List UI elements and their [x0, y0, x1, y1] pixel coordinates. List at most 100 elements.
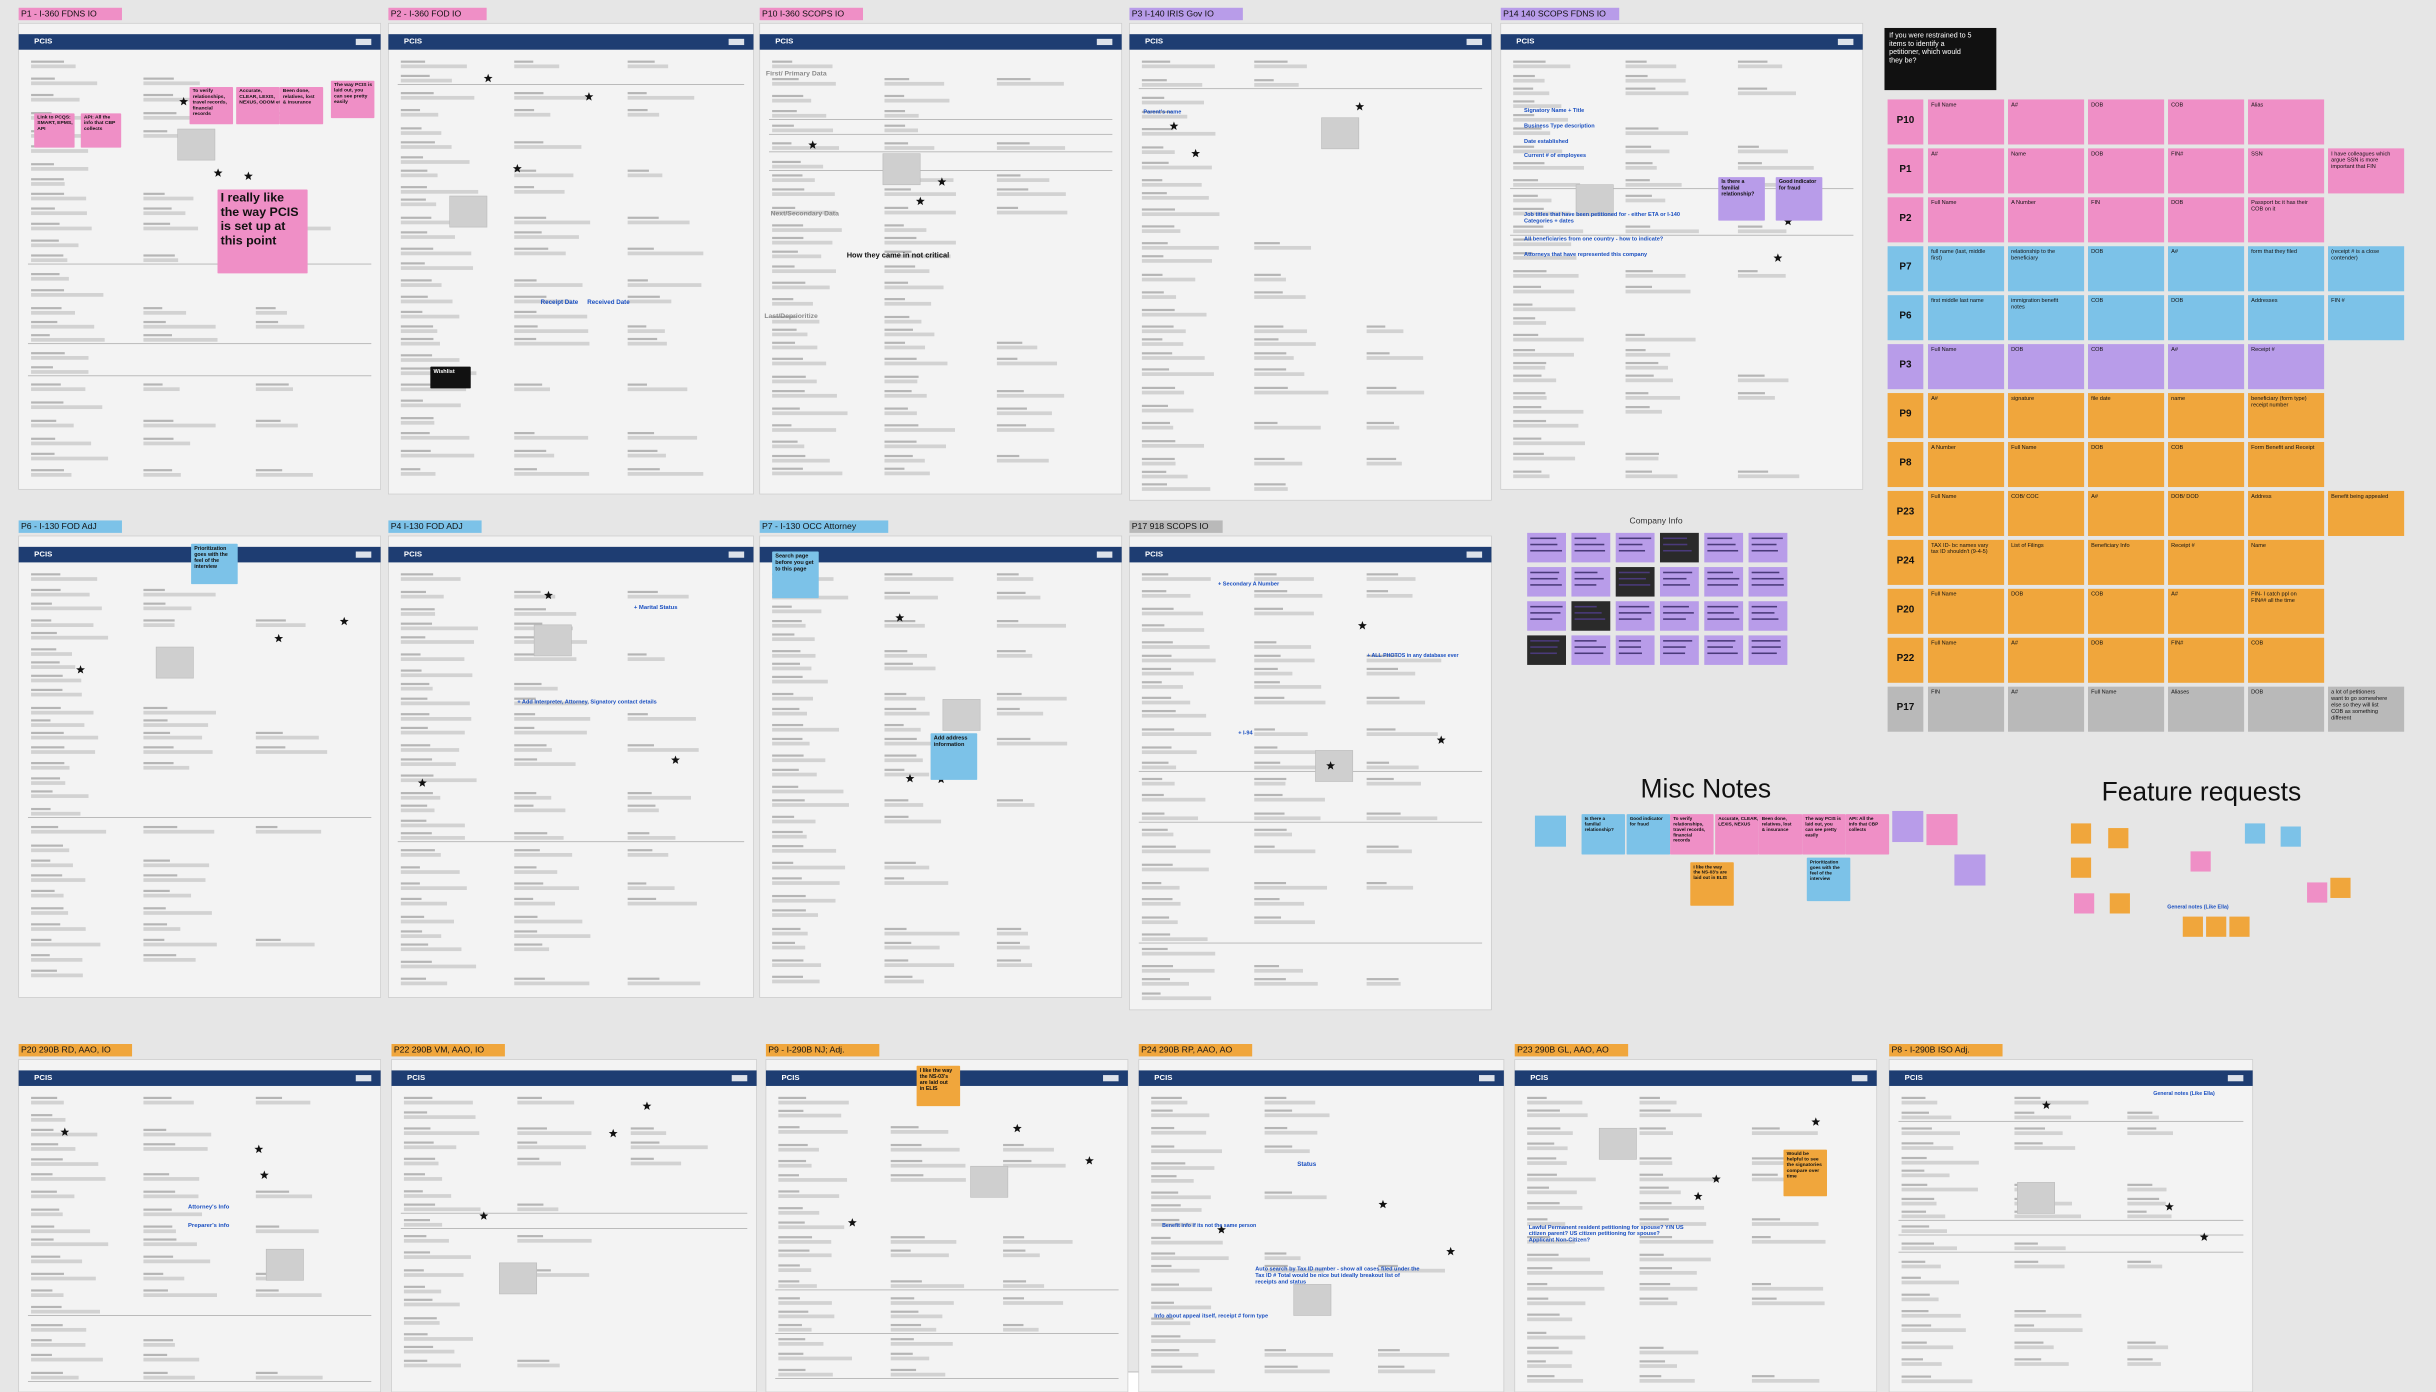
sticky-note	[2088, 686, 2165, 732]
field-value	[772, 945, 806, 950]
section-title: Feature requests	[2102, 777, 2302, 807]
cell-text: COB	[2171, 445, 2183, 451]
field-value	[627, 112, 660, 117]
frame-label-bg	[1129, 520, 1223, 533]
sticky-scribble	[1574, 618, 1606, 620]
field-label	[400, 943, 429, 946]
login-button[interactable]	[1096, 551, 1113, 558]
field-label	[255, 469, 283, 472]
field-label	[1141, 828, 1168, 831]
field-value	[1254, 816, 1321, 821]
participant-label: P10	[1897, 115, 1915, 126]
login-button[interactable]	[2227, 1075, 2244, 1082]
field-value	[884, 458, 925, 463]
field-value	[1254, 277, 1286, 282]
login-button[interactable]	[1096, 38, 1113, 46]
field-value	[778, 1194, 840, 1198]
field-label	[627, 897, 657, 901]
field-value	[255, 472, 313, 477]
field-value	[1366, 885, 1414, 890]
field-label	[31, 602, 52, 605]
field-value	[1527, 1161, 1567, 1165]
field-value	[627, 387, 688, 392]
field-value	[884, 865, 930, 870]
sticky-note	[2007, 197, 2085, 243]
field-value	[1254, 329, 1308, 334]
sticky-note	[1718, 177, 1765, 221]
field-label	[627, 713, 648, 716]
cell-text: form that they filed	[2251, 249, 2297, 255]
sticky-scribble	[1707, 543, 1736, 546]
field-value	[772, 240, 833, 245]
login-button[interactable]	[728, 38, 745, 46]
login-button[interactable]	[355, 1075, 372, 1082]
field-value	[884, 696, 926, 701]
app-header	[391, 1070, 757, 1086]
field-value	[1625, 273, 1686, 278]
sticky-text: Been done, relatives, lost & insurance	[1762, 816, 1793, 832]
login-button[interactable]	[1837, 38, 1854, 46]
login-button[interactable]	[355, 38, 372, 46]
login-button[interactable]	[731, 1075, 748, 1082]
star-marker	[2041, 1100, 2051, 1109]
field-label	[884, 375, 919, 378]
sticky-text: Search page before you get to this page	[775, 554, 815, 573]
frame-label: P1 - I-360 FDNS IO	[21, 8, 97, 18]
field-value	[1737, 229, 1787, 234]
field-value	[772, 637, 815, 642]
login-button[interactable]	[1479, 1075, 1495, 1082]
field-label	[1625, 285, 1653, 288]
login-button[interactable]	[355, 551, 372, 558]
field-value	[31, 456, 109, 461]
field-label	[1141, 709, 1176, 713]
sticky-note	[1659, 601, 1699, 631]
field-label	[31, 1339, 52, 1342]
field-label	[1151, 1218, 1180, 1222]
cell-text: signature	[2011, 396, 2034, 402]
login-button[interactable]	[728, 551, 745, 558]
field-label	[627, 832, 650, 835]
sticky-note	[1927, 637, 2005, 683]
field-value	[996, 595, 1041, 600]
field-value	[1254, 342, 1316, 346]
field-value	[1141, 611, 1204, 616]
frame-label: P9 - I-290B NJ; Adj.	[768, 1045, 844, 1055]
login-button[interactable]	[1466, 38, 1483, 46]
frame-label-bg	[765, 1044, 880, 1057]
field-label	[400, 744, 431, 747]
login-button[interactable]	[1851, 1075, 1868, 1082]
app-logo: PCIS	[1145, 37, 1163, 46]
field-label	[514, 977, 545, 980]
field-value	[1639, 1100, 1677, 1105]
star-marker	[1811, 1117, 1821, 1126]
section-divider	[27, 1381, 372, 1382]
section-divider	[1510, 188, 1854, 190]
field-value	[31, 678, 82, 683]
field-value	[1141, 64, 1215, 69]
field-label	[1366, 777, 1394, 781]
field-value	[996, 653, 1033, 658]
participant-label: P9	[1899, 409, 1912, 420]
field-label	[514, 697, 536, 700]
login-button[interactable]	[1466, 551, 1483, 558]
login-button[interactable]	[1103, 1075, 1119, 1082]
field-value	[1141, 937, 1208, 942]
field-label	[1901, 1183, 1928, 1186]
field-label	[2014, 1242, 2038, 1245]
field-value	[884, 758, 923, 763]
app-logo: PCIS	[1905, 1073, 1923, 1082]
field-value	[400, 160, 470, 164]
field-label	[400, 417, 434, 420]
field-label	[1366, 845, 1399, 848]
field-label	[772, 909, 806, 912]
field-value	[884, 192, 956, 196]
field-value	[1625, 395, 1681, 400]
field-value	[1737, 378, 1789, 383]
sticky-note	[1758, 814, 1803, 855]
field-value	[255, 829, 322, 834]
field-value	[1141, 372, 1214, 376]
field-value	[517, 1100, 575, 1105]
field-value	[514, 934, 591, 938]
field-value	[255, 423, 298, 428]
field-value	[1366, 981, 1401, 986]
